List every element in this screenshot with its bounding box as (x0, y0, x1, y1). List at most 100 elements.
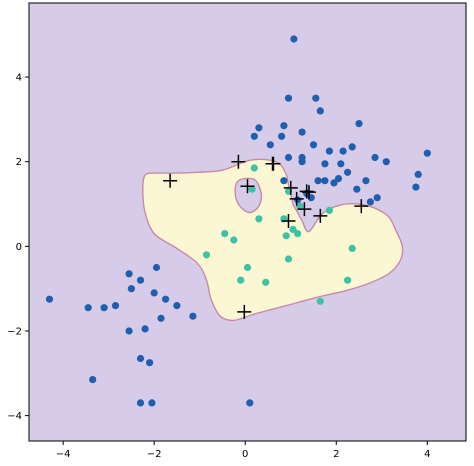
class-0-point (423, 149, 431, 157)
support-vector-marker (283, 180, 298, 195)
class-1-point (202, 251, 211, 259)
class-1-point (255, 215, 263, 223)
class-0-point (321, 160, 329, 168)
class-0-point (189, 312, 197, 320)
x-tick-label: −4 (56, 449, 71, 460)
class-0-point (162, 295, 170, 303)
class-0-point (136, 276, 145, 284)
class-0-point (111, 302, 120, 310)
class-0-point (255, 124, 263, 132)
class-0-point (312, 94, 320, 102)
class-1-point (237, 276, 245, 284)
class-0-point (136, 399, 145, 407)
class-1-point (325, 206, 333, 214)
class-0-point (150, 289, 158, 297)
class-1-point (289, 225, 297, 233)
class-0-point (414, 170, 422, 178)
class-1-point (250, 164, 258, 172)
class-1-point (230, 236, 238, 244)
class-0-point (348, 143, 356, 151)
class-0-point (366, 198, 374, 206)
class-1-point (294, 230, 302, 238)
y-axis: −4 −2 0 2 4 (7, 73, 29, 422)
class-1-point (221, 230, 229, 238)
class-0-point (284, 94, 293, 102)
class-0-point (84, 304, 92, 312)
class-0-point (157, 314, 165, 322)
class-0-point (382, 158, 390, 166)
y-tick-label: 0 (16, 242, 22, 253)
class-0-point (250, 132, 258, 140)
class-0-point (280, 177, 288, 185)
class-1-point (284, 255, 293, 263)
class-1-point (344, 276, 352, 284)
class-0-point (362, 177, 370, 185)
class-1-point (348, 244, 356, 252)
support-vector-marker (163, 173, 178, 188)
support-vector-marker (301, 185, 316, 200)
support-vector-marker (231, 154, 246, 169)
plot-area (29, 3, 466, 441)
class-0-point (125, 327, 133, 335)
class-0-point (152, 263, 161, 272)
support-vector-marker (313, 208, 328, 223)
class-0-point (284, 153, 293, 162)
support-vector-marker (240, 179, 255, 194)
class-0-point (353, 185, 361, 193)
class-0-point (373, 194, 381, 202)
y-tick-label: 4 (16, 73, 22, 84)
y-tick-label: −4 (7, 411, 22, 422)
x-tick-label: −2 (147, 449, 162, 460)
class-0-point (89, 376, 97, 384)
class-0-point (309, 141, 318, 149)
class-0-point (246, 399, 254, 407)
class-0-point (266, 141, 274, 149)
class-0-point (278, 132, 286, 140)
class-0-point (173, 302, 181, 310)
class-0-point (355, 120, 363, 128)
support-vector-marker (299, 184, 314, 199)
class-0-point (337, 160, 345, 168)
class-0-point (321, 177, 329, 185)
class-1-point (296, 202, 304, 210)
support-vector-marker (354, 199, 369, 214)
class-0-point (100, 304, 108, 312)
y-tick-label: −2 (7, 326, 22, 337)
class-1-point (248, 185, 256, 193)
x-tick-label: 2 (333, 449, 339, 460)
support-vector-marker (237, 304, 252, 319)
class-0-point (127, 285, 135, 293)
class-0-point (339, 147, 347, 155)
class-1-point (243, 263, 252, 272)
y-tick-label: 2 (16, 157, 22, 168)
decision-region (142, 158, 404, 322)
class-0-point (280, 122, 288, 130)
class-1-point (282, 232, 290, 240)
class-1-point (316, 297, 324, 305)
x-tick-label: 4 (424, 449, 430, 460)
support-vectors (163, 154, 369, 319)
support-vector-marker (297, 202, 312, 217)
class-0-point (290, 35, 298, 43)
class-0-point (298, 128, 306, 136)
x-tick-label: 0 (242, 449, 248, 460)
class-0-point (298, 153, 306, 162)
class-0-point (141, 325, 149, 333)
support-vector-marker (289, 191, 304, 206)
class-0-point (325, 147, 333, 155)
class-0-point (148, 399, 156, 407)
class-0-point (125, 270, 133, 278)
class-0-point (314, 177, 322, 185)
class-0-point (334, 175, 343, 183)
class-0-point (45, 295, 54, 303)
class-1-points (202, 164, 356, 305)
class-1-point (262, 278, 270, 286)
class-0-point (316, 107, 324, 115)
class-0-point (330, 179, 338, 187)
class-0-point (371, 153, 379, 162)
x-axis: −4 −2 0 2 4 (56, 441, 430, 460)
class-0-point (136, 354, 145, 363)
support-vector-marker (266, 156, 281, 171)
class-0-point (412, 183, 420, 191)
